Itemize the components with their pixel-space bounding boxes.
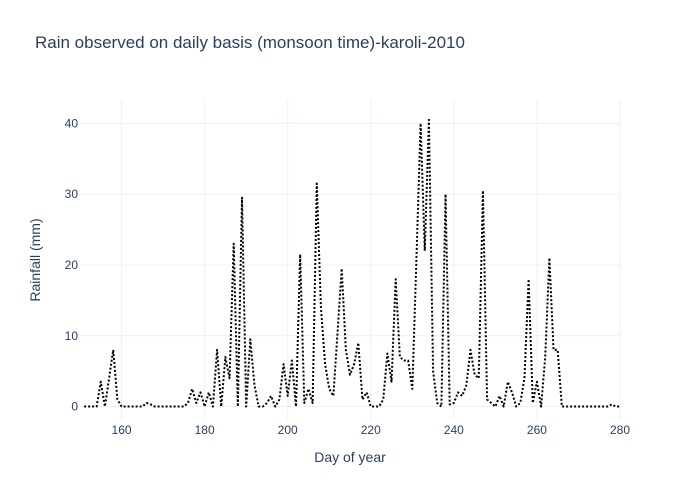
x-tick-label: 200	[278, 423, 298, 437]
y-tick-label: 20	[65, 258, 79, 272]
chart-title: Rain observed on daily basis (monsoon ti…	[35, 33, 465, 52]
x-tick-label: 280	[610, 423, 630, 437]
x-tick-label: 160	[112, 423, 132, 437]
y-tick-labels: 0 10 20 30 40	[65, 116, 79, 413]
x-tick-label: 240	[444, 423, 464, 437]
x-tick-label: 220	[361, 423, 381, 437]
gridlines	[80, 100, 621, 420]
series-lines[interactable]	[84, 118, 620, 408]
x-tick-labels: 160 180 200 220 240 260 280	[112, 423, 631, 437]
y-tick-label: 10	[65, 329, 79, 343]
y-tick-label: 40	[65, 116, 79, 130]
series-line[interactable]	[84, 118, 620, 408]
y-tick-label: 0	[71, 400, 78, 414]
x-tick-label: 180	[195, 423, 215, 437]
x-tick-label: 260	[527, 423, 547, 437]
x-axis-title: Day of year	[314, 449, 386, 465]
y-axis-title: Rainfall (mm)	[27, 218, 43, 301]
y-tick-label: 30	[65, 187, 79, 201]
